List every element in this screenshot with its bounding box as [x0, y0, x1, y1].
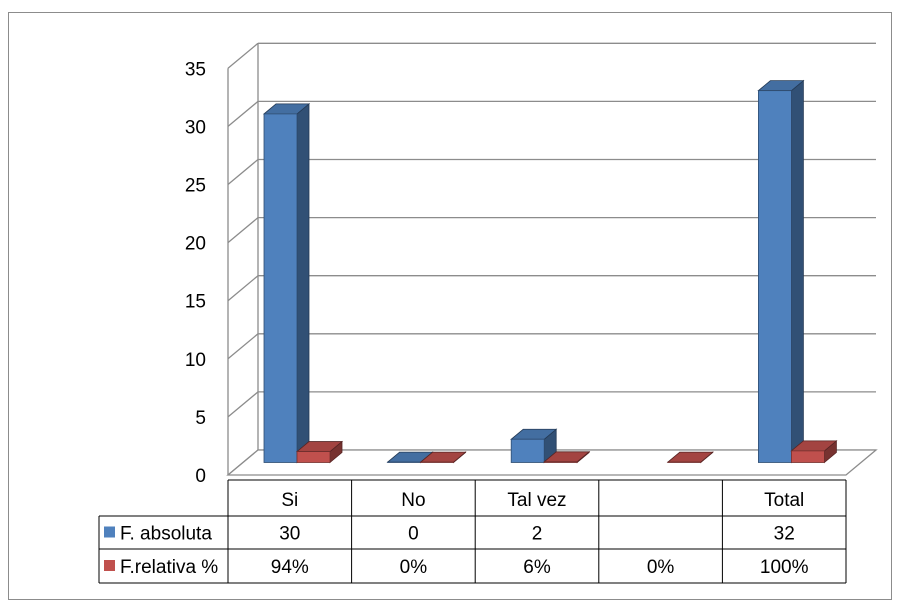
gridline-side [227, 100, 259, 127]
bar-relativa [666, 451, 714, 464]
legend-label: F.relativa % [120, 557, 218, 578]
x-tick-label: Si [281, 490, 298, 511]
y-tick-label: 35 [185, 59, 206, 80]
data-table: Si No Tal vez Total F. absoluta 30 0 2 32 F.relat… [98, 479, 847, 584]
bar-relativa [419, 451, 467, 464]
gridline-side [227, 42, 259, 69]
legend-label: F. absoluta [120, 524, 212, 545]
y-tick-label: 30 [185, 117, 206, 138]
bar-front [296, 451, 331, 463]
bar-front [543, 461, 578, 463]
bar-absoluta [757, 79, 805, 464]
x-tick-label: No [401, 490, 425, 511]
bar-front [510, 438, 545, 463]
legend-key [104, 526, 115, 538]
x-tick-label: Tal vez [507, 490, 566, 511]
bar-absoluta [262, 103, 311, 464]
data-label: 6% [523, 557, 551, 578]
y-tick-label: 25 [185, 176, 206, 197]
y-tick-label: 5 [195, 408, 206, 429]
gridline-side [227, 217, 259, 244]
y-tick-label: 10 [185, 350, 206, 371]
data-label: 0% [400, 557, 428, 578]
data-label: 0 [408, 524, 419, 545]
gridline-side [227, 391, 259, 418]
chart-frame [8, 12, 892, 600]
bar-front [791, 450, 825, 463]
data-label: 0% [647, 557, 675, 578]
bar-front [263, 113, 298, 463]
y-tick-label: 15 [185, 292, 206, 313]
bar-side [296, 103, 310, 464]
data-label: 94% [271, 557, 309, 578]
bar-relativa [295, 440, 344, 464]
data-label: 2 [532, 524, 543, 545]
y-tick-label: 0 [195, 466, 206, 487]
legend-key [104, 560, 115, 571]
bar-side [791, 79, 804, 464]
gridline-side [227, 159, 259, 185]
data-label: 30 [279, 524, 300, 545]
bar-relativa [790, 440, 838, 464]
gridline-side [227, 275, 259, 302]
bars [262, 79, 838, 464]
data-label: 32 [774, 524, 795, 545]
data-label: 100% [760, 557, 809, 578]
y-tick-label: 20 [185, 234, 206, 255]
gridline-side [227, 333, 259, 360]
bar-front [758, 90, 792, 463]
x-tick-label: Total [764, 490, 804, 511]
bar-relativa [543, 450, 591, 464]
